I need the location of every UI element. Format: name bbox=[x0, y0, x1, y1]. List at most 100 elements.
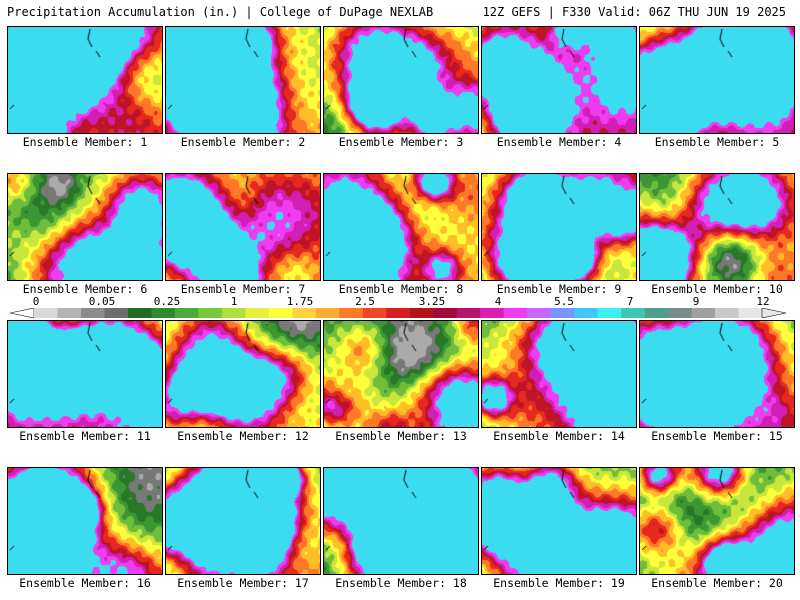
colorbar-tick-label: 1.75 bbox=[286, 295, 314, 308]
ensemble-map-6 bbox=[7, 173, 163, 281]
ensemble-map-12 bbox=[165, 320, 321, 428]
ensemble-map-4 bbox=[481, 26, 637, 134]
colorbar-tick-label: 3.25 bbox=[418, 295, 446, 308]
precip-field bbox=[324, 321, 478, 427]
colorbar-swatch bbox=[268, 308, 293, 318]
colorbar-swatch bbox=[503, 308, 528, 318]
panel-label: Ensemble Member: 12 bbox=[177, 429, 309, 443]
ensemble-map-16 bbox=[7, 467, 163, 575]
colorbar-swatch bbox=[198, 308, 223, 318]
map-title: Precipitation Accumulation (in.) | Colle… bbox=[7, 5, 434, 19]
precip-field bbox=[482, 321, 636, 427]
colorbar-tick-label: 2.5 bbox=[355, 295, 375, 308]
colorbar-swatch bbox=[339, 308, 364, 318]
ensemble-map-9 bbox=[481, 173, 637, 281]
colorbar-swatch bbox=[621, 308, 645, 318]
precip-field bbox=[8, 321, 162, 427]
panel-label: Ensemble Member: 20 bbox=[651, 576, 783, 590]
precip-field bbox=[8, 174, 162, 280]
colorbar-swatch bbox=[174, 308, 199, 318]
colorbar-swatch bbox=[292, 308, 317, 318]
colorbar-swatch bbox=[104, 308, 129, 318]
ensemble-map-19 bbox=[481, 467, 637, 575]
colorbar-swatch bbox=[597, 308, 622, 318]
colorbar-max-arrow bbox=[761, 308, 786, 318]
ensemble-map-20 bbox=[639, 467, 795, 575]
panel-label: Ensemble Member: 10 bbox=[651, 282, 783, 296]
ensemble-map-2 bbox=[165, 26, 321, 134]
precip-field bbox=[8, 27, 162, 133]
colorbar-swatch bbox=[127, 308, 152, 318]
colorbar-tick-label: 7 bbox=[626, 295, 634, 308]
colorbar-tick-label: 4 bbox=[494, 295, 502, 308]
panel-label: Ensemble Member: 2 bbox=[180, 135, 306, 149]
colorbar-swatch bbox=[574, 308, 598, 318]
panel-label: Ensemble Member: 15 bbox=[651, 429, 783, 443]
colorbar-swatch bbox=[80, 308, 105, 318]
colorbar-swatch bbox=[738, 308, 763, 318]
colorbar-tick-label: 0.05 bbox=[88, 295, 116, 308]
precip-colorbar bbox=[10, 308, 786, 318]
colorbar-swatch bbox=[315, 308, 340, 318]
colorbar-min-arrow bbox=[10, 308, 35, 318]
colorbar-swatch bbox=[550, 308, 575, 318]
colorbar-swatch bbox=[362, 308, 387, 318]
panel-label: Ensemble Member: 1 bbox=[22, 135, 148, 149]
ensemble-map-14 bbox=[481, 320, 637, 428]
colorbar-tick-label: 1 bbox=[230, 295, 238, 308]
colorbar-swatch bbox=[480, 308, 504, 318]
precip-field bbox=[166, 27, 320, 133]
precip-field bbox=[640, 174, 794, 280]
colorbar-swatch bbox=[386, 308, 411, 318]
precip-field bbox=[166, 468, 320, 574]
panel-label: Ensemble Member: 4 bbox=[496, 135, 622, 149]
panel-label: Ensemble Member: 8 bbox=[338, 282, 464, 296]
ensemble-map-8 bbox=[323, 173, 479, 281]
panel-label: Ensemble Member: 16 bbox=[19, 576, 151, 590]
precip-field bbox=[640, 468, 794, 574]
precip-field bbox=[324, 27, 478, 133]
panel-label: Ensemble Member: 9 bbox=[496, 282, 622, 296]
panel-label: Ensemble Member: 6 bbox=[22, 282, 148, 296]
panel-label: Ensemble Member: 14 bbox=[493, 429, 625, 443]
precip-field bbox=[8, 468, 162, 574]
ensemble-map-3 bbox=[323, 26, 479, 134]
colorbar-tick-label: 0 bbox=[32, 295, 40, 308]
valid-time: 12Z GEFS | F330 Valid: 06Z THU JUN 19 20… bbox=[482, 5, 786, 19]
panel-label: Ensemble Member: 3 bbox=[338, 135, 464, 149]
precip-field bbox=[166, 174, 320, 280]
panel-label: Ensemble Member: 17 bbox=[177, 576, 309, 590]
colorbar-swatch bbox=[57, 308, 82, 318]
colorbar-swatch bbox=[409, 308, 434, 318]
ensemble-map-1 bbox=[7, 26, 163, 134]
colorbar-tick-label: 0.25 bbox=[153, 295, 181, 308]
panel-label: Ensemble Member: 11 bbox=[19, 429, 151, 443]
panel-label: Ensemble Member: 19 bbox=[493, 576, 625, 590]
colorbar-swatch bbox=[644, 308, 669, 318]
panel-label: Ensemble Member: 5 bbox=[654, 135, 780, 149]
ensemble-map-13 bbox=[323, 320, 479, 428]
precip-field bbox=[640, 321, 794, 427]
precip-field bbox=[324, 174, 478, 280]
ensemble-map-18 bbox=[323, 467, 479, 575]
colorbar-swatch bbox=[456, 308, 481, 318]
precip-field bbox=[482, 468, 636, 574]
colorbar-swatch bbox=[433, 308, 458, 318]
panel-label: Ensemble Member: 7 bbox=[180, 282, 306, 296]
colorbar-tick-label: 5.5 bbox=[554, 295, 574, 308]
colorbar-swatch bbox=[668, 308, 692, 318]
ensemble-map-7 bbox=[165, 173, 321, 281]
colorbar-swatch bbox=[221, 308, 246, 318]
colorbar-swatch bbox=[527, 308, 551, 318]
ensemble-map-11 bbox=[7, 320, 163, 428]
ensemble-map-5 bbox=[639, 26, 795, 134]
colorbar-swatch bbox=[151, 308, 176, 318]
colorbar-swatch bbox=[715, 308, 739, 318]
precip-field bbox=[640, 27, 794, 133]
colorbar-tick-label: 9 bbox=[692, 295, 700, 308]
precip-field bbox=[482, 174, 636, 280]
ensemble-map-17 bbox=[165, 467, 321, 575]
ensemble-map-15 bbox=[639, 320, 795, 428]
ensemble-map-10 bbox=[639, 173, 795, 281]
precip-field bbox=[166, 321, 320, 427]
